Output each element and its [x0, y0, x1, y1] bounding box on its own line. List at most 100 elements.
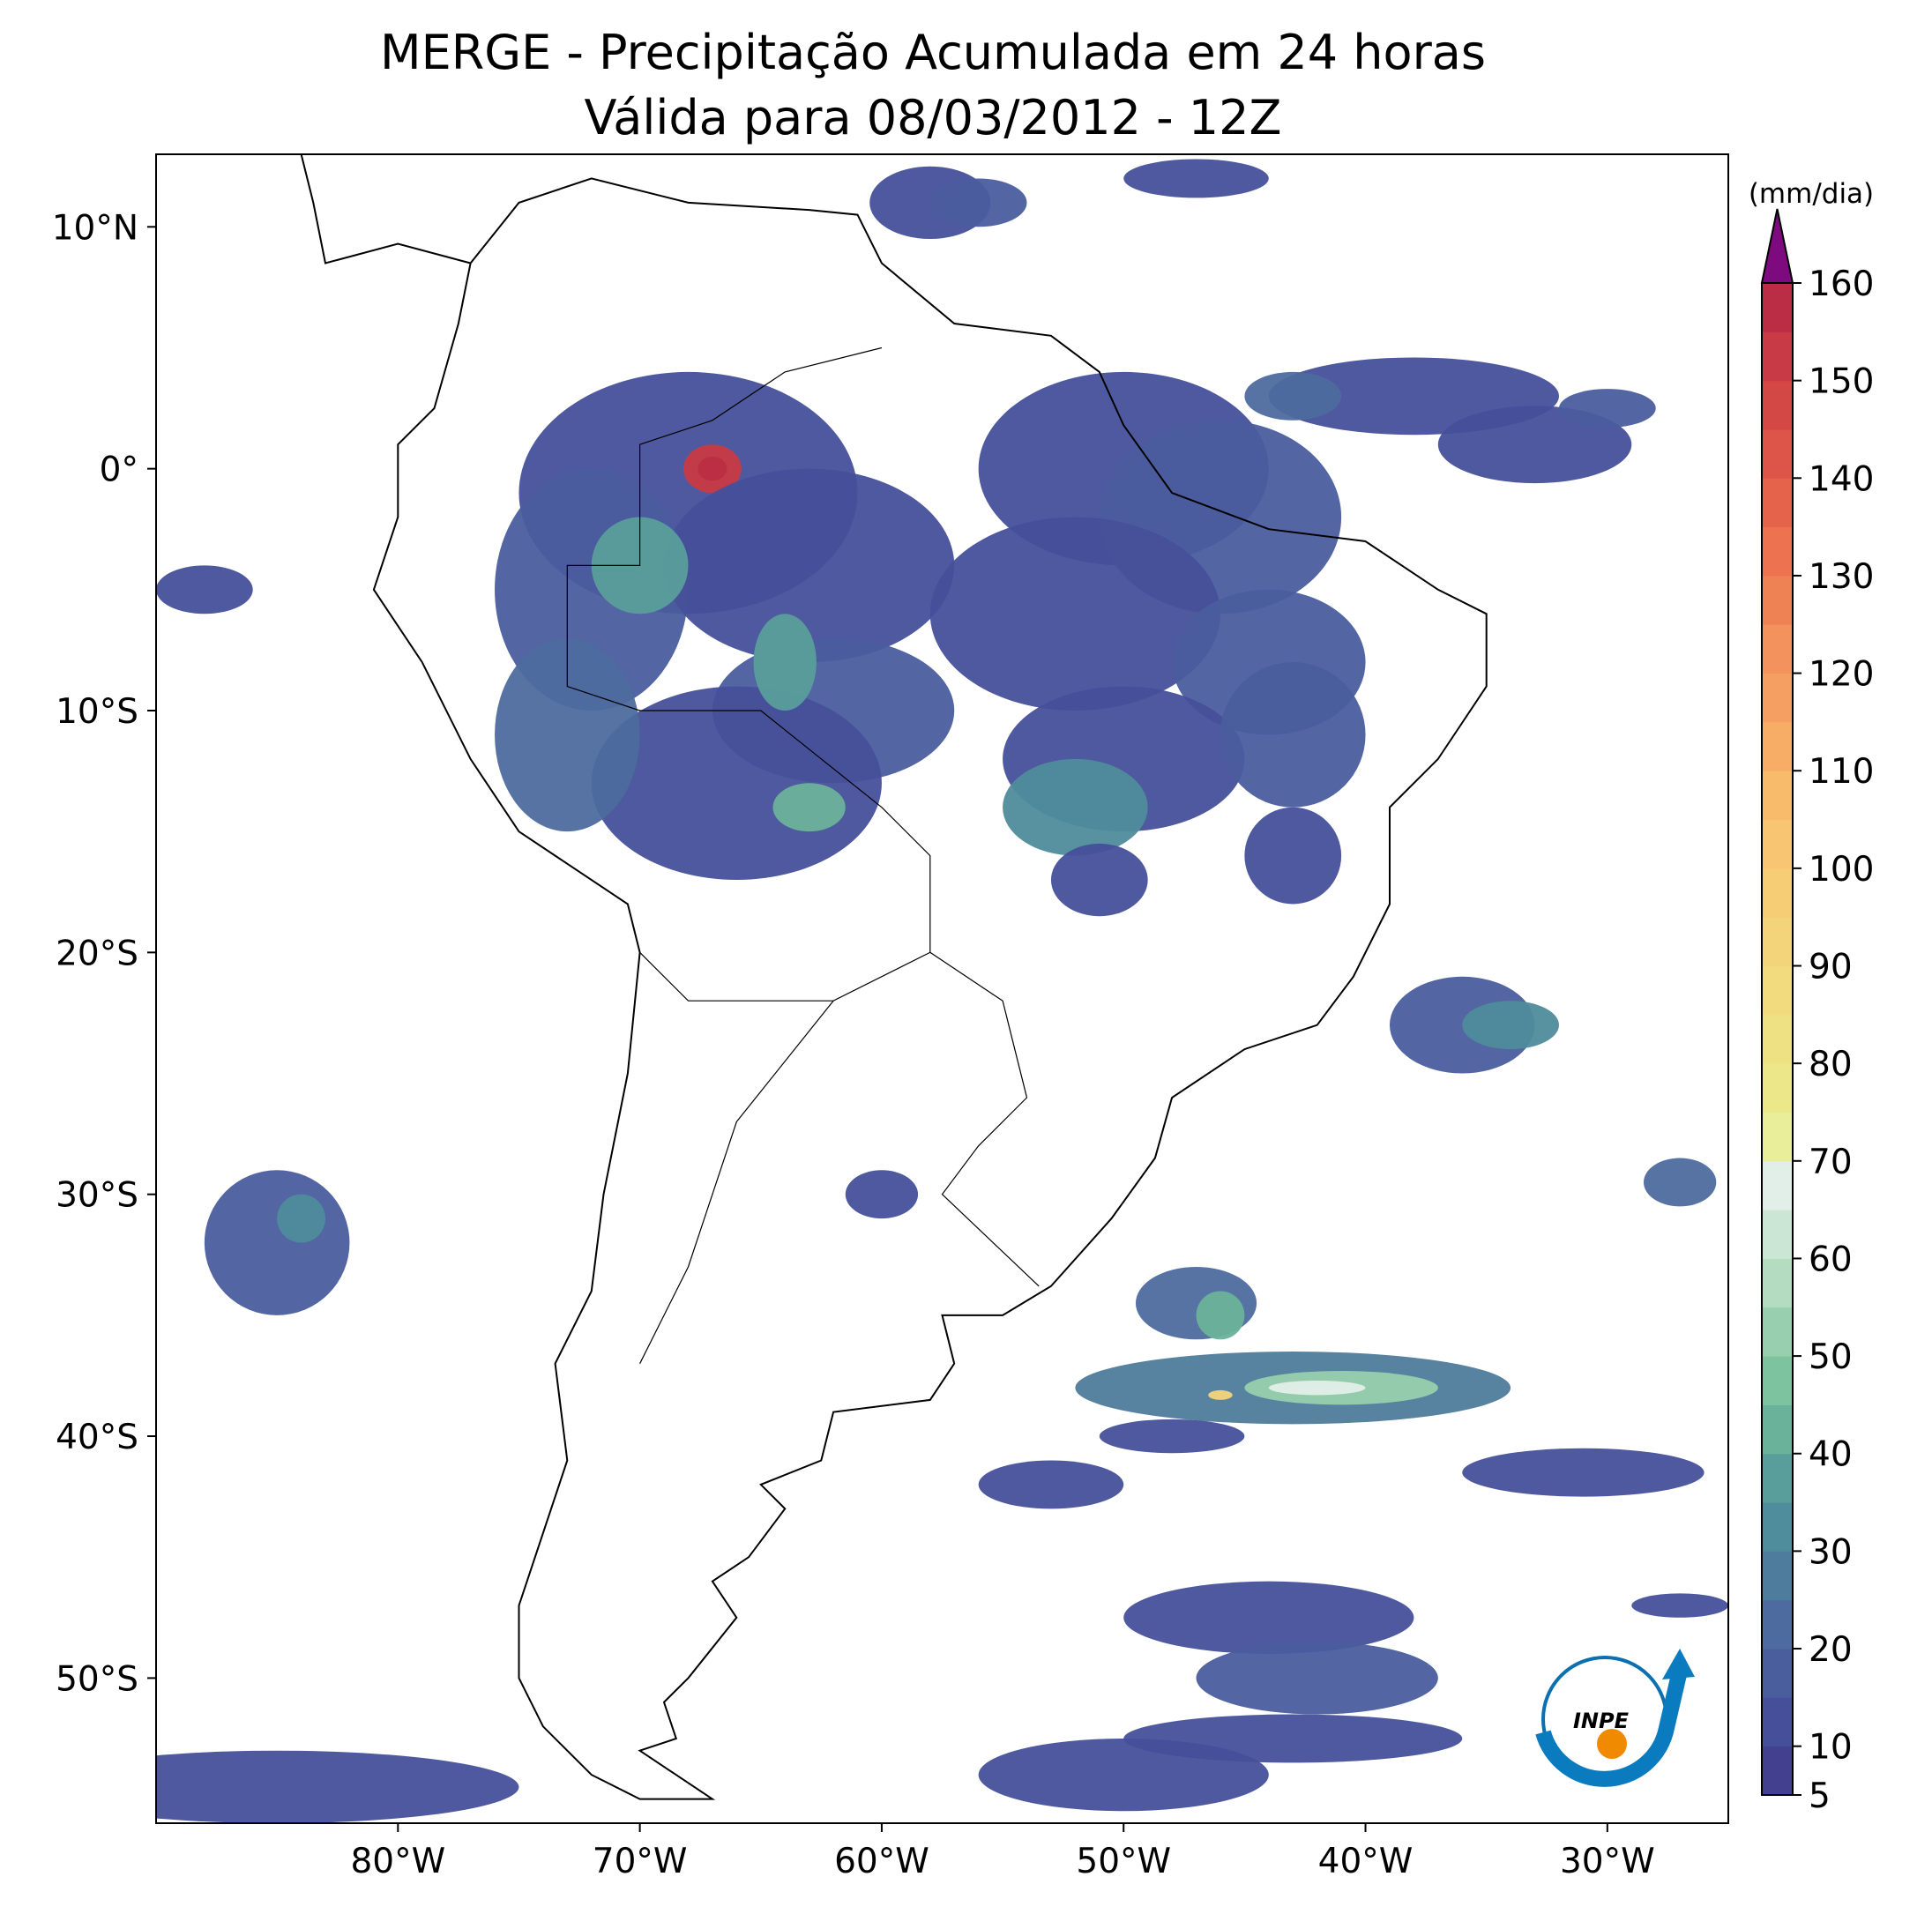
x-tick-label: 50°W	[1076, 1842, 1171, 1881]
colorbar-band	[1762, 428, 1793, 479]
colorbar-tick-label: 110	[1809, 752, 1874, 792]
colorbar-band	[1762, 1746, 1793, 1796]
colorbar-tick-label: 90	[1809, 948, 1853, 987]
colorbar-band	[1762, 1404, 1793, 1455]
colorbar-band	[1762, 1014, 1793, 1064]
precip-area	[1196, 1642, 1438, 1715]
precip-area	[1123, 159, 1269, 198]
colorbar-tick-label: 150	[1809, 362, 1874, 402]
colorbar-band	[1762, 1160, 1793, 1210]
precip-area	[1123, 1581, 1414, 1654]
colorbar-band	[1762, 283, 1793, 332]
colorbar-band	[1762, 1453, 1793, 1503]
colorbar-extend	[1760, 208, 1794, 284]
colorbar-tick-label: 60	[1809, 1240, 1853, 1279]
precip-area	[156, 1750, 519, 1823]
precip-area	[1208, 1389, 1233, 1400]
colorbar-band	[1762, 624, 1793, 674]
colorbar-tick-label: 40	[1809, 1435, 1853, 1475]
x-tick-label: 60°W	[834, 1842, 929, 1881]
precip-area	[277, 1194, 326, 1243]
precip-area	[1268, 1380, 1366, 1396]
precip-layer	[156, 154, 1728, 1823]
colorbar-band	[1762, 721, 1793, 771]
colorbar-band	[1762, 1599, 1793, 1650]
colorbar-tick-label: 30	[1809, 1532, 1853, 1572]
precip-area	[1220, 662, 1366, 808]
colorbar-band	[1762, 868, 1793, 918]
precip-area	[1050, 843, 1148, 917]
colorbar-tick-label: 5	[1809, 1776, 1831, 1816]
x-tick-label: 40°W	[1318, 1842, 1414, 1881]
precip-area	[1389, 976, 1535, 1074]
precip-area	[1631, 1593, 1728, 1618]
map-frame	[155, 153, 1729, 1824]
x-tick-label: 70°W	[593, 1842, 688, 1881]
precip-area	[1462, 1448, 1704, 1497]
colorbar-tick-label: 20	[1809, 1630, 1853, 1670]
colorbar-tick-label: 160	[1809, 264, 1874, 304]
precip-area	[978, 1738, 1269, 1812]
colorbar-band	[1762, 771, 1793, 821]
precip-area	[1462, 1001, 1559, 1050]
logo: INPE	[1535, 1649, 1695, 1787]
colorbar-tick-label: 50	[1809, 1337, 1853, 1377]
y-tick-label: 20°S	[56, 934, 138, 973]
coastline	[300, 154, 1488, 1800]
precip-area	[495, 637, 640, 832]
y-tick-label: 30°S	[56, 1176, 138, 1216]
colorbar-band	[1762, 526, 1793, 577]
precip-area	[929, 178, 1027, 227]
colorbar-band	[1762, 380, 1793, 430]
precip-area	[1437, 406, 1632, 484]
precip-area	[204, 1170, 350, 1315]
colorbar-band	[1762, 1697, 1793, 1747]
colorbar-band	[1762, 1551, 1793, 1601]
colorbar-tick-label: 120	[1809, 655, 1874, 695]
colorbar-band	[1762, 1112, 1793, 1162]
precip-area	[845, 1170, 919, 1219]
logo-text: INPE	[1573, 1709, 1630, 1733]
colorbar-tick-label: 70	[1809, 1143, 1853, 1182]
y-tick-label: 50°S	[56, 1659, 138, 1699]
colorbar-tick-label: 80	[1809, 1045, 1853, 1084]
colorbar-band	[1762, 1063, 1793, 1113]
precip-area	[1244, 371, 1342, 421]
colorbar-tick-label: 130	[1809, 557, 1874, 597]
precip-area	[1003, 758, 1148, 856]
subtitle: Válida para 08/03/2012 - 12Z	[585, 90, 1282, 145]
colorbar-frame	[1761, 282, 1794, 1796]
precip-area	[664, 468, 955, 663]
colorbar-band	[1762, 1307, 1793, 1357]
colorbar-band	[1762, 965, 1793, 1016]
colorbar-band	[1762, 1210, 1793, 1259]
title: MERGE - Precipitação Acumulada em 24 hor…	[380, 25, 1486, 80]
colorbar-label: (mm/dia)	[1749, 178, 1874, 210]
map	[156, 154, 1728, 1823]
precip-area	[1558, 389, 1656, 428]
colorbar-band	[1762, 478, 1793, 528]
precip-area	[1196, 1291, 1245, 1340]
logo-arrow	[1535, 1668, 1688, 1787]
x-tick-label: 30°W	[1560, 1842, 1655, 1881]
colorbar-band	[1762, 819, 1793, 869]
colorbar: 5 10 20 30 40 50 60 70 80 90 100 110 120 130 140 150 160…	[1749, 178, 1875, 1816]
logo-arrowhead	[1662, 1649, 1695, 1679]
colorbar-band	[1762, 331, 1793, 382]
precip-area	[929, 517, 1220, 711]
border	[929, 951, 1040, 1287]
colorbar-tick-label: 140	[1809, 459, 1874, 499]
precip-area	[753, 614, 817, 711]
colorbar-tick-label: 10	[1809, 1728, 1853, 1768]
y-tick-label: 0°	[100, 451, 138, 490]
y-tick-label: 10°S	[56, 692, 138, 732]
precip-area	[1244, 807, 1342, 905]
precip-area	[156, 565, 253, 614]
border	[566, 346, 931, 1002]
y-tick-label: 10°N	[52, 208, 138, 248]
colorbar-band	[1762, 1649, 1793, 1698]
colorbar-band	[1762, 917, 1793, 967]
precip-area	[772, 783, 846, 832]
colorbar-band	[1762, 1502, 1793, 1552]
